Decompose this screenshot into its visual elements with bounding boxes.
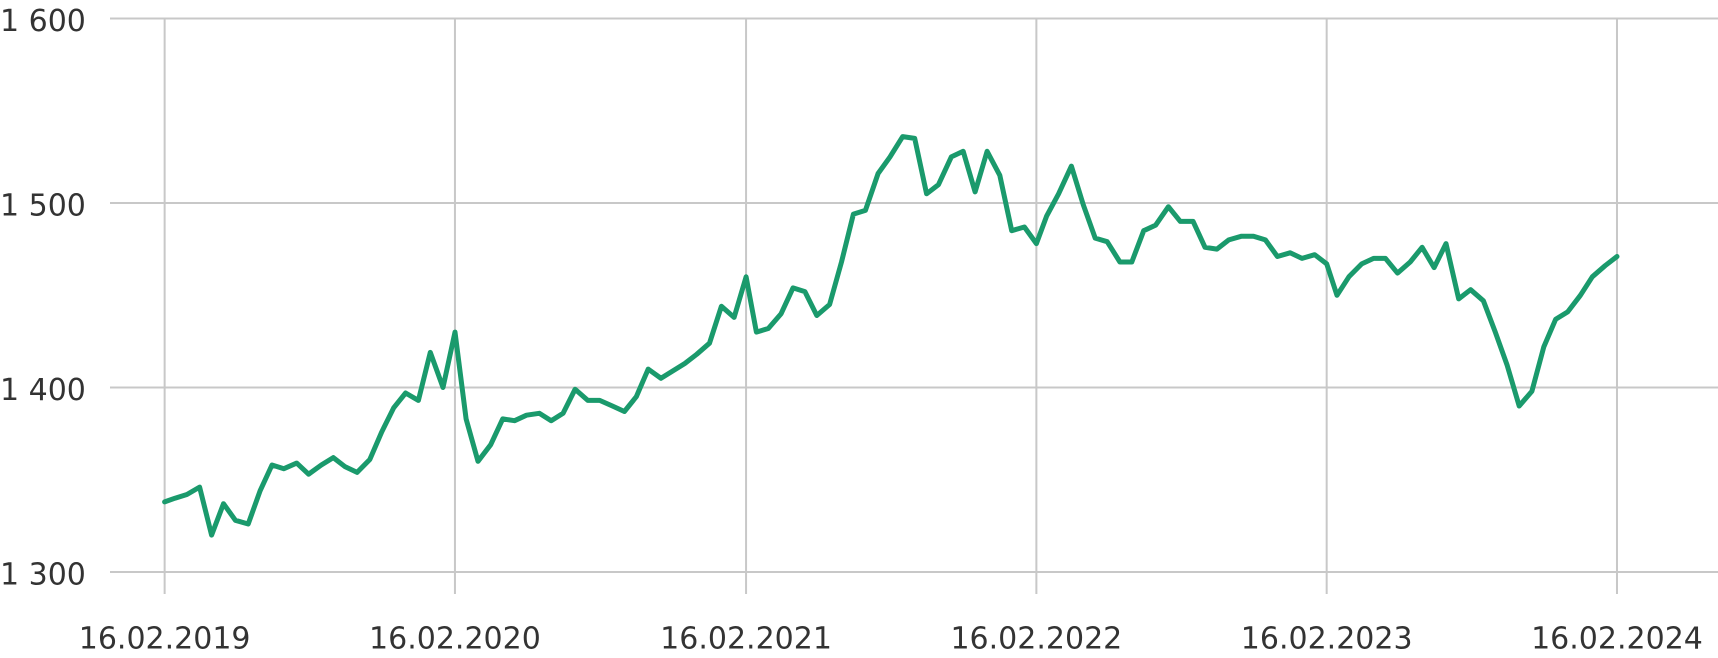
x-tick-label: 16.02.2022 [950,622,1122,657]
y-tick-label: 1 500 [0,189,86,224]
y-tick-label: 1 300 [0,558,86,593]
x-tick-label: 16.02.2024 [1531,622,1703,657]
x-tick-label: 16.02.2020 [369,622,541,657]
data-line [162,134,1620,538]
x-tick-label: 16.02.2021 [660,622,832,657]
y-tick-label: 1 600 [0,4,86,39]
x-tick-label: 16.02.2023 [1241,622,1413,657]
x-tick-label: 16.02.2019 [79,622,251,657]
y-tick-label: 1 400 [0,373,86,408]
